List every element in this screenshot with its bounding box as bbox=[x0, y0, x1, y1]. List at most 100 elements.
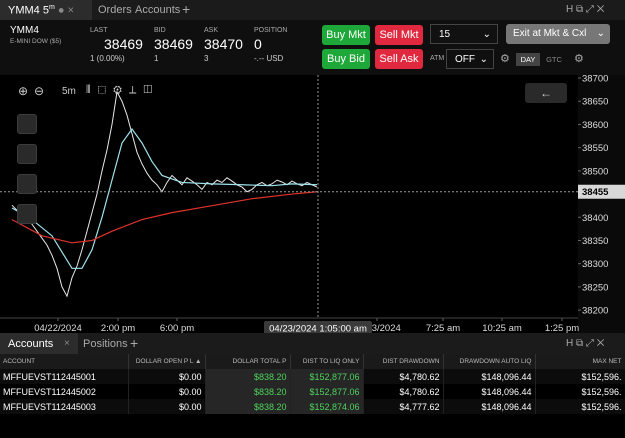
crosshair-tool[interactable] bbox=[17, 114, 37, 134]
table-cell: $148,096.44 bbox=[443, 369, 536, 384]
lock-tool[interactable] bbox=[17, 204, 37, 224]
x-tick-label: 2:00 pm bbox=[101, 323, 135, 333]
table-cell: $152,596. bbox=[535, 384, 625, 399]
last-change: 1 (0.00%) bbox=[90, 54, 125, 63]
y-tick-label: 38250 bbox=[582, 282, 608, 293]
table-cell: $4,780.62 bbox=[363, 369, 444, 384]
notes-tool[interactable] bbox=[17, 144, 37, 164]
x-tick-label: 04/23/2024 bbox=[353, 323, 401, 333]
bid-size: 1 bbox=[154, 54, 159, 63]
scroll-latest-button[interactable]: ← bbox=[525, 83, 567, 103]
exit-label: Exit at Mkt & Cxl bbox=[513, 28, 587, 39]
table-cell: $0.00 bbox=[128, 399, 206, 414]
close-tab[interactable]: × bbox=[64, 338, 70, 349]
accounts-table: ACCOUNT DOLLAR OPEN P L ▲ DOLLAR TOTAL P DI… bbox=[0, 354, 625, 414]
chart-interval[interactable]: 5m bbox=[62, 86, 76, 97]
positions-tab[interactable]: Positions bbox=[83, 338, 128, 350]
day-toggle[interactable]: DAY bbox=[516, 53, 540, 66]
price-line bbox=[11, 128, 318, 269]
tab-interval-unit: m bbox=[48, 4, 55, 11]
orders-tab[interactable]: Orders bbox=[98, 4, 132, 16]
current-price-label: 38455 bbox=[582, 187, 609, 198]
table-cell: $838.20 bbox=[205, 369, 291, 384]
y-tick-label: 38350 bbox=[582, 236, 608, 247]
atm-select[interactable]: OFF ⌄ bbox=[446, 49, 494, 69]
table-cell: $152,596. bbox=[535, 369, 625, 384]
ask-value: 38470 bbox=[204, 36, 243, 52]
active-tab[interactable] bbox=[0, 0, 92, 20]
exit-button[interactable]: Exit at Mkt & Cxl ⌄ bbox=[506, 24, 610, 44]
sell-ask-button[interactable]: Sell Ask bbox=[375, 49, 423, 69]
bottom-tab-bar bbox=[0, 333, 625, 354]
atm-settings[interactable]: ⚙ bbox=[500, 53, 510, 65]
y-tick-label: 38650 bbox=[582, 97, 608, 108]
table-cell: $4,777.62 bbox=[363, 399, 444, 414]
quantity-select[interactable]: 15 ⌄ bbox=[430, 24, 498, 44]
y-tick-label: 38700 bbox=[582, 75, 608, 85]
last-value: 38469 bbox=[104, 36, 143, 52]
atm-value: OFF bbox=[455, 54, 475, 65]
table-cell: $0.00 bbox=[128, 369, 206, 384]
ask-size: 3 bbox=[204, 54, 209, 63]
buy-market-button[interactable]: Buy Mkt bbox=[322, 25, 370, 45]
sell-market-button[interactable]: Sell Mkt bbox=[375, 25, 423, 45]
panel-window-letter[interactable]: H bbox=[566, 338, 574, 349]
chart-tools: ⫴⬚⚙⊥◫ bbox=[86, 84, 160, 96]
tab-symbol: YMM4 bbox=[8, 4, 40, 17]
panel-window-controls: H ⧉ ⤢ ✕ bbox=[566, 338, 605, 349]
gtc-toggle[interactable]: GTC bbox=[546, 55, 562, 64]
bid-value: 38469 bbox=[154, 36, 193, 52]
table-cell: MFFUEVST112445001 bbox=[0, 369, 129, 384]
y-tick-label: 38500 bbox=[582, 166, 608, 177]
top-tab-bar bbox=[0, 0, 625, 20]
table-cell: $148,096.44 bbox=[443, 399, 536, 414]
add-panel-tab[interactable]: + bbox=[130, 335, 139, 351]
chart-toolbar: ⊕⊖ bbox=[18, 84, 51, 98]
price-line bbox=[11, 90, 318, 298]
tab-interval: 5 bbox=[42, 4, 49, 17]
account-row: MFFUEVST112445003 $0.00 $838.20 $152,874.06… bbox=[0, 399, 625, 414]
price-line bbox=[11, 191, 318, 244]
table-cell: $838.20 bbox=[205, 384, 291, 399]
last-label: LAST bbox=[90, 27, 108, 34]
table-cell: $0.00 bbox=[128, 384, 206, 399]
y-tick-label: 38300 bbox=[582, 259, 608, 270]
quantity-value: 15 bbox=[439, 29, 451, 40]
tif-settings[interactable]: ⚙ bbox=[574, 53, 584, 65]
x-tick-label: 7:25 am bbox=[426, 323, 460, 333]
position-value: 0 bbox=[254, 36, 262, 52]
quote-symbol: YMM4 bbox=[10, 25, 39, 36]
table-cell: $148,096.44 bbox=[443, 384, 536, 399]
table-cell: $4,780.62 bbox=[363, 384, 444, 399]
position-label: POSITION bbox=[254, 27, 288, 34]
table-cell: $152,877.06 bbox=[290, 384, 364, 399]
table-cell: $838.20 bbox=[205, 399, 291, 414]
column-header: DRAWDOWN AUTO LIQ bbox=[443, 354, 536, 369]
column-header: DOLLAR TOTAL P bbox=[205, 354, 291, 369]
crosshair-label: 04/23/2024 1:05:00 am bbox=[269, 324, 367, 334]
position-pnl: -.-- USD bbox=[254, 54, 284, 63]
accounts-tab[interactable]: Accounts bbox=[135, 4, 181, 16]
y-tick-label: 38600 bbox=[582, 120, 608, 131]
accounts-panel-tab[interactable] bbox=[0, 333, 78, 354]
column-header: DIST DRAWDOWN bbox=[363, 354, 444, 369]
account-row: MFFUEVST112445002 $0.00 $838.20 $152,877.06… bbox=[0, 384, 625, 399]
header-row: ACCOUNT DOLLAR OPEN P L ▲ DOLLAR TOTAL P DI… bbox=[0, 354, 625, 369]
crosshair-box bbox=[264, 321, 372, 333]
current-price-box bbox=[578, 184, 625, 199]
table-cell: $152,596. bbox=[535, 399, 625, 414]
y-tick-label: 38400 bbox=[582, 213, 608, 224]
window-letter[interactable]: H bbox=[566, 4, 574, 15]
symbol-tab[interactable]: YMM4 5m ● × bbox=[8, 4, 75, 17]
x-tick-label: 10:25 am bbox=[482, 323, 522, 333]
price-axis bbox=[578, 75, 625, 333]
column-header: MAX NET bbox=[535, 354, 625, 369]
add-tab[interactable]: + bbox=[182, 1, 191, 17]
table-cell: $152,874.06 bbox=[290, 399, 364, 414]
buy-bid-button[interactable]: Buy Bid bbox=[322, 49, 370, 69]
column-header: DIST TO LIQ ONLY bbox=[290, 354, 364, 369]
draw-tool[interactable] bbox=[17, 174, 37, 194]
bid-label: BID bbox=[154, 27, 166, 34]
table-cell: $152,877.06 bbox=[290, 369, 364, 384]
